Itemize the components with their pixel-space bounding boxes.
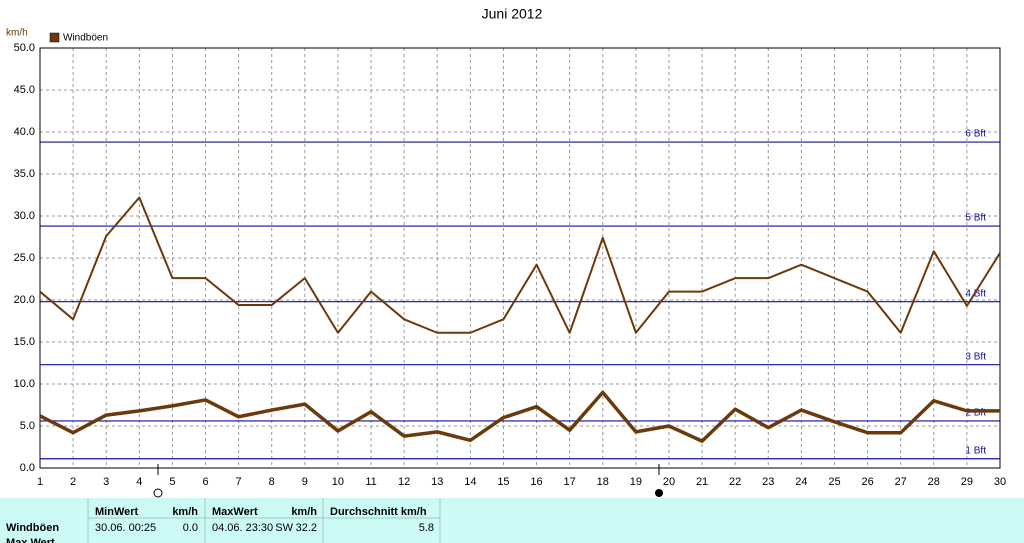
y-tick-label: 40.0 — [14, 126, 35, 138]
table-header: MaxWert — [212, 506, 258, 518]
x-tick-label: 19 — [630, 476, 642, 488]
plot-frame — [39, 47, 1001, 469]
x-tick-label: 17 — [564, 476, 576, 488]
x-tick-label: 10 — [332, 476, 344, 488]
bft-label: 2 Bft — [965, 408, 986, 419]
x-tick-label: 2 — [70, 476, 76, 488]
y-tick-label: 20.0 — [14, 294, 35, 306]
table-cell: Windböen — [6, 522, 59, 534]
x-tick-label: 18 — [597, 476, 609, 488]
x-tick-label: 30 — [994, 476, 1006, 488]
x-tick-label: 8 — [269, 476, 275, 488]
y-tick-label: 50.0 — [14, 42, 35, 54]
bft-label: 5 Bft — [965, 213, 986, 224]
x-tick-label: 5 — [169, 476, 175, 488]
data-line — [39, 390, 1000, 443]
table-header: km/h — [172, 506, 198, 518]
chart-title: Juni 2012 — [482, 6, 543, 22]
x-tick-label: 12 — [398, 476, 410, 488]
x-tick-label: 1 — [37, 476, 43, 488]
x-tick-label: 13 — [431, 476, 443, 488]
y-tick-label: 35.0 — [14, 168, 35, 180]
table-cell: SW — [275, 522, 293, 534]
legend-swatch — [49, 32, 60, 43]
table-cell: 0.0 — [183, 522, 198, 534]
x-tick-label: 24 — [795, 476, 807, 488]
moon-phase — [655, 489, 663, 497]
x-tick-label: 9 — [302, 476, 308, 488]
x-tick-label: 4 — [136, 476, 142, 488]
bft-label: 6 Bft — [965, 129, 986, 140]
table-bg — [0, 498, 1024, 543]
x-tick-label: 22 — [729, 476, 741, 488]
x-tick-label: 21 — [696, 476, 708, 488]
y-tick-label: 0.0 — [20, 462, 35, 474]
x-tick-label: 28 — [928, 476, 940, 488]
y-tick-label: 15.0 — [14, 336, 35, 348]
bft-label: 4 Bft — [965, 288, 986, 299]
x-tick-label: 29 — [961, 476, 973, 488]
table-header: Durchschnitt km/h — [330, 506, 427, 518]
x-tick-label: 27 — [895, 476, 907, 488]
bft-label: 1 Bft — [965, 445, 986, 456]
x-tick-label: 23 — [762, 476, 774, 488]
moon-phase — [153, 488, 163, 498]
y-tick-label: 30.0 — [14, 210, 35, 222]
table-cell: 30.06. 00:25 — [95, 522, 156, 534]
table-header: km/h — [291, 506, 317, 518]
y-tick-label: 45.0 — [14, 84, 35, 96]
x-tick-label: 11 — [365, 476, 376, 488]
x-tick-label: 25 — [828, 476, 840, 488]
table-header: MinWert — [95, 506, 139, 518]
x-tick-label: 3 — [103, 476, 109, 488]
data-line — [39, 196, 1001, 334]
x-tick-label: 14 — [464, 476, 476, 488]
table-cell: 04.06. 23:30 — [212, 522, 273, 534]
table-cell: 5.8 — [419, 522, 434, 534]
x-tick-label: 6 — [202, 476, 208, 488]
x-tick-label: 7 — [236, 476, 242, 488]
y-tick-label: 5.0 — [20, 420, 35, 432]
x-tick-label: 15 — [497, 476, 509, 488]
table-grid — [87, 498, 441, 543]
table-cell: 32.2 — [296, 522, 317, 534]
bft-label: 3 Bft — [965, 351, 986, 362]
y-tick-label: 10.0 — [14, 378, 35, 390]
y-tick-label: 25.0 — [14, 252, 35, 264]
x-tick-label: 16 — [530, 476, 542, 488]
y-axis-label: km/h — [6, 28, 28, 39]
table-cell: Max Wert — [6, 537, 55, 543]
x-tick-label: 26 — [861, 476, 873, 488]
x-tick-label: 20 — [663, 476, 675, 488]
legend-label: Windböen — [63, 33, 108, 44]
